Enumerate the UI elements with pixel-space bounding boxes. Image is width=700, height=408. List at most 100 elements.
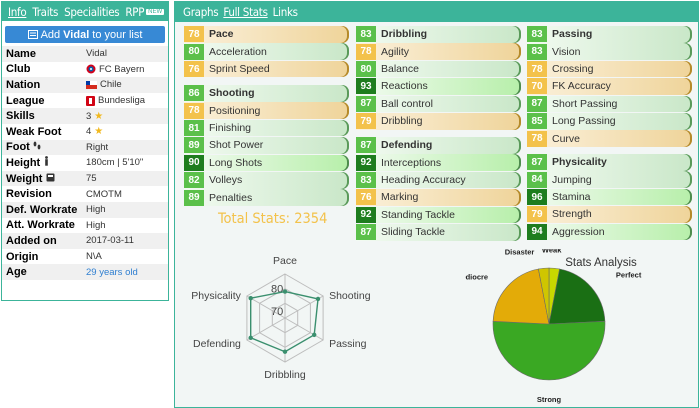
- info-row-revision: Revision CMOTM: [2, 186, 168, 202]
- radar-data-point: [282, 349, 288, 354]
- stat-label: Shot Power: [209, 139, 264, 152]
- info-label: Att. Workrate: [6, 219, 75, 232]
- chile-flag-icon: [86, 80, 97, 89]
- pie-slice: [538, 267, 550, 325]
- stat-row: 79 Strength: [527, 206, 692, 223]
- tab-links[interactable]: Links: [272, 5, 298, 19]
- radar-data-point: [248, 296, 253, 301]
- pie-chart-title: Stats Analysis: [565, 257, 637, 269]
- info-label: Revision: [6, 188, 52, 201]
- stat-row: 85 Long Passing: [527, 112, 692, 130]
- skills-value: 3: [86, 110, 92, 122]
- radar-axis: [246, 317, 286, 341]
- stat-label: Curve: [552, 132, 581, 145]
- stat-row: 82 Volleys: [184, 171, 349, 189]
- info-value: Vidal: [86, 48, 107, 60]
- stat-row: 79 Dribbling: [356, 112, 521, 130]
- stat-label: Acceleration: [209, 45, 267, 58]
- weak-foot-value: 4: [86, 126, 92, 138]
- pie-slice-label: Disaster: [505, 249, 535, 256]
- pie-slice: [492, 268, 550, 325]
- stat-value: 78: [184, 102, 204, 119]
- info-row-name: Name Vidal: [2, 46, 168, 62]
- stat-label: Vision: [552, 45, 581, 58]
- player-info-panel: Info Traits Specialities RPP NEW Add Vid…: [1, 1, 169, 301]
- stat-label: Finishing: [209, 122, 252, 135]
- stat-label: Sprint Speed: [209, 63, 270, 76]
- add-to-list-button[interactable]: Add Vidal to your list: [5, 26, 165, 43]
- stat-label: Physicality: [552, 156, 607, 169]
- info-value-skills: 3 ★: [86, 111, 103, 122]
- pie-slice-label: Mediocre: [465, 272, 488, 281]
- stat-label: Heading Accuracy: [381, 174, 466, 187]
- add-button-suffix: to your list: [92, 28, 143, 41]
- stat-row: 87 Ball control: [356, 95, 521, 113]
- stat-label: Aggression: [552, 225, 605, 238]
- stat-row: 84 Jumping: [527, 171, 692, 188]
- stat-value: 87: [356, 95, 376, 112]
- stat-label: Defending: [381, 139, 433, 152]
- stat-row: 87 Short Passing: [527, 95, 692, 113]
- scale-icon: [46, 173, 55, 182]
- info-row-weight: Weight 75: [2, 170, 168, 187]
- radar-axis-label: Pace: [273, 257, 297, 267]
- stat-label: Short Passing: [552, 97, 618, 110]
- info-row-added-on: Added on 2017-03-11: [2, 233, 168, 249]
- tab-traits[interactable]: Traits: [32, 4, 59, 19]
- info-label: Name: [6, 47, 36, 60]
- stat-value: 83: [527, 43, 547, 60]
- stat-value: 76: [356, 189, 376, 206]
- tab-specialities[interactable]: Specialities: [64, 4, 120, 19]
- stat-label: Standing Tackle: [381, 208, 455, 221]
- stat-category-header: 87 Physicality: [527, 154, 692, 171]
- stat-label: Agility: [381, 45, 410, 58]
- stat-row: 80 Acceleration: [184, 43, 349, 60]
- stat-label: Strength: [552, 208, 592, 221]
- stat-category-physicality: 87 Physicality 84 Jumping 96 Stamina 79 Strengt…: [527, 154, 692, 241]
- stat-row: 94 Aggression: [527, 223, 692, 241]
- stat-row: 70 FK Accuracy: [527, 78, 692, 95]
- tab-graphs[interactable]: Graphs: [183, 5, 219, 19]
- stat-row: 81 Finishing: [184, 119, 349, 137]
- stat-category-header: 87 Defending: [356, 137, 521, 154]
- stat-row: 80 Balance: [356, 60, 521, 78]
- league-link[interactable]: Bundesliga: [86, 95, 145, 106]
- stat-row: 92 Standing Tackle: [356, 206, 521, 224]
- stat-value: 89: [184, 137, 204, 154]
- tab-rpp[interactable]: RPP: [125, 4, 145, 19]
- info-tab-bar: Info Traits Specialities RPP NEW: [2, 2, 168, 21]
- radar-data-polygon: [250, 290, 319, 353]
- radar-axis-label: Passing: [329, 338, 367, 350]
- pie-slice-label: Strong: [537, 395, 562, 404]
- tab-full-stats[interactable]: Full Stats: [223, 5, 268, 19]
- info-row-def-workrate: Def. Workrate High: [2, 201, 168, 218]
- info-value: CMOTM: [86, 188, 122, 200]
- info-value: Right: [86, 141, 109, 153]
- radar-data-point: [248, 335, 253, 340]
- stat-label: Balance: [381, 63, 419, 76]
- list-add-icon: [27, 30, 38, 39]
- nation-link[interactable]: Chile: [86, 79, 122, 90]
- league-logo-icon: [86, 95, 95, 106]
- info-value: High: [86, 204, 106, 216]
- stat-value: 92: [356, 206, 376, 223]
- radar-axis-label: Physicality: [191, 290, 241, 302]
- age-link[interactable]: 29 years old: [86, 266, 138, 278]
- pie-slice: [492, 321, 606, 381]
- radar-data-point: [312, 332, 317, 338]
- club-link[interactable]: FC Bayern: [86, 64, 144, 75]
- stat-row: 89 Shot Power: [184, 137, 349, 154]
- info-row-att-workrate: Att. Workrate High: [2, 218, 168, 234]
- info-label: Age: [6, 266, 27, 279]
- tab-info[interactable]: Info: [8, 4, 27, 19]
- pie-slice-label: Perfect: [616, 270, 642, 279]
- info-value: 75: [86, 173, 97, 185]
- info-label: Def. Workrate: [6, 203, 78, 216]
- total-stats: Total Stats: 2354: [218, 211, 328, 227]
- info-label: Weak Foot: [6, 125, 62, 138]
- stat-label: Dribbling: [381, 115, 423, 128]
- stat-value: 79: [356, 113, 376, 130]
- stat-label: Passing: [552, 28, 593, 41]
- stat-value: 78: [356, 43, 376, 60]
- stat-category-defending: 87 Defending 92 Interceptions 83 Heading Accu…: [356, 137, 521, 241]
